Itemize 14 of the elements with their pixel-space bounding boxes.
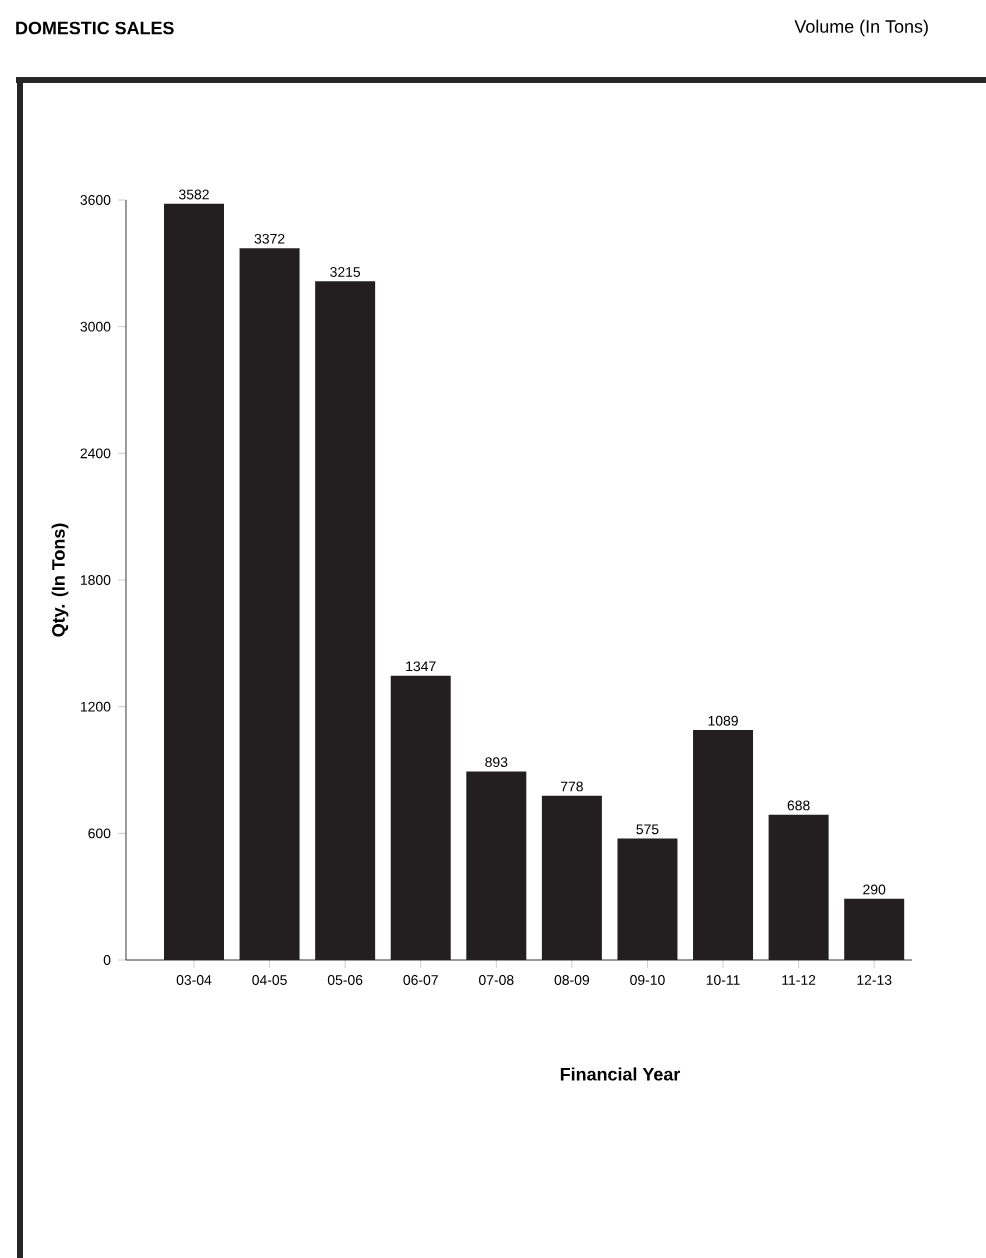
bar	[844, 898, 905, 961]
bar	[315, 281, 376, 961]
chart-subtitle: Volume (In Tons)	[794, 19, 928, 37]
bar	[164, 203, 224, 961]
bar	[390, 675, 451, 961]
bar	[768, 814, 829, 961]
bar	[617, 838, 678, 961]
y-axis-title: Qty. (In Tons)	[51, 523, 69, 637]
chart-title: DOMESTIC SALES	[16, 21, 174, 35]
bar	[541, 795, 602, 961]
x-axis-title: Financial Year	[560, 1067, 681, 1081]
bar	[466, 771, 527, 961]
bar	[693, 730, 754, 961]
bar	[239, 248, 300, 961]
